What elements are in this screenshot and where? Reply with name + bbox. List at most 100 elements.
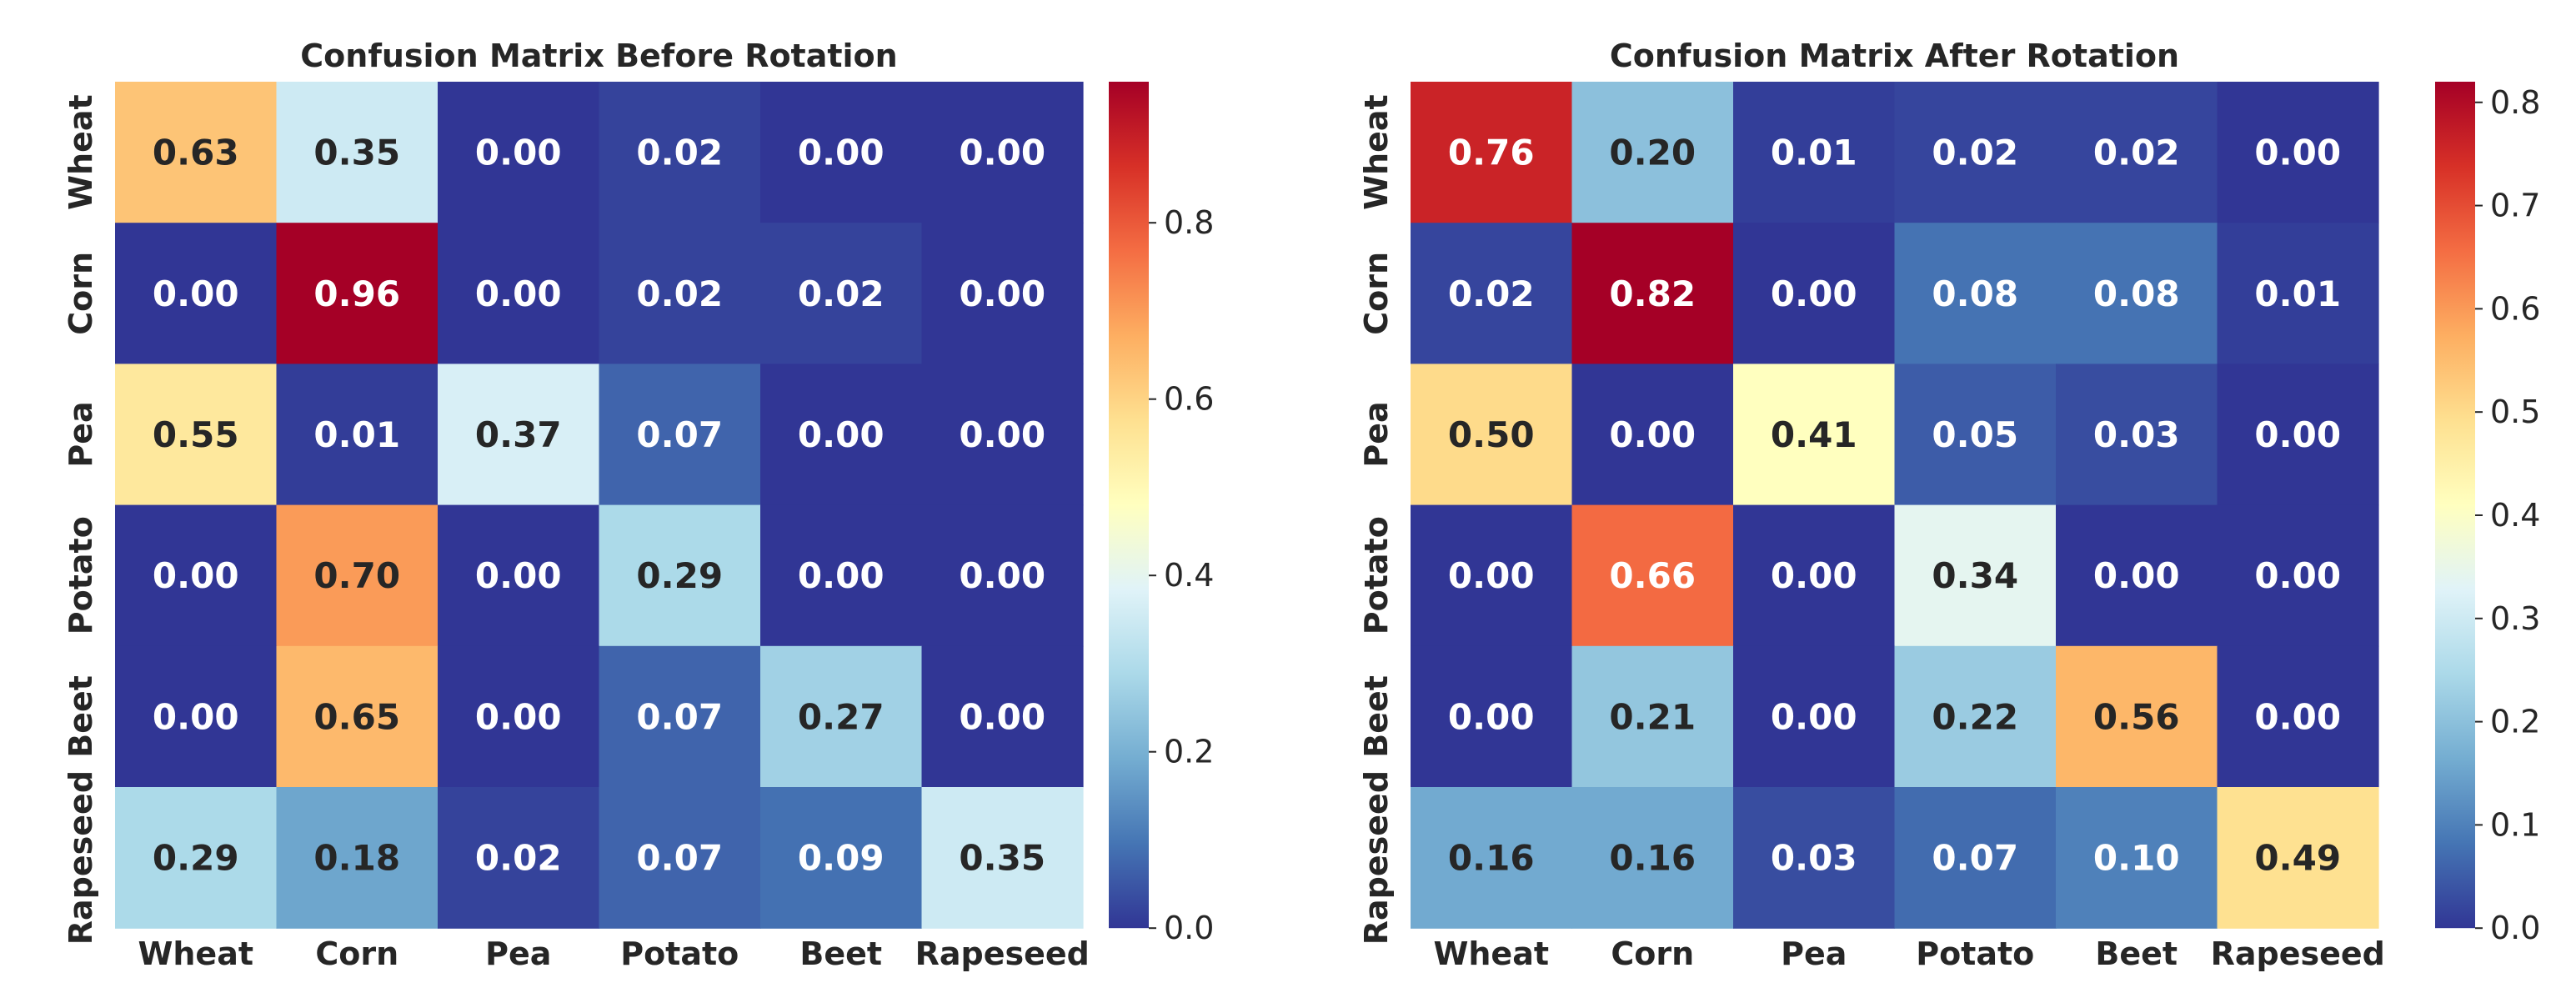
cell-value-label: 0.27 — [798, 696, 885, 737]
row-label: Pea — [63, 401, 99, 467]
heatmap-cell — [599, 787, 761, 929]
cell-value-label: 0.03 — [1771, 838, 1857, 879]
heatmap-cell — [2056, 364, 2218, 506]
cell-value-label: 0.16 — [1609, 838, 1696, 879]
column-label: Corn — [1611, 935, 1694, 972]
row-label: Rapeseed — [1358, 770, 1395, 945]
cell-value-label: 0.35 — [959, 838, 1045, 879]
colorbar-tick-label: 0.8 — [1164, 204, 1214, 241]
heatmap-cell — [276, 364, 439, 506]
cell-value-label: 0.00 — [475, 133, 562, 173]
heatmap-cell — [1894, 645, 2057, 788]
cell-value-label: 0.00 — [2254, 133, 2341, 173]
heatmap-cell — [1571, 82, 1734, 223]
colorbar-tick-label: 0.6 — [2490, 290, 2540, 327]
cell-value-label: 0.00 — [2254, 555, 2341, 596]
heatmap-cell — [276, 223, 439, 364]
heatmap-cell — [2217, 82, 2379, 223]
heatmap-cell — [115, 223, 278, 364]
cell-value-label: 0.00 — [959, 414, 1045, 455]
cell-value-label: 0.07 — [1932, 838, 2018, 879]
cell-value-label: 0.00 — [475, 555, 562, 596]
heatmap-cell — [2217, 787, 2379, 929]
heatmap-cell — [921, 223, 1084, 364]
heatmap-cell — [1571, 364, 1734, 506]
cell-value-label: 0.76 — [1448, 133, 1535, 173]
heatmap-cell — [2217, 504, 2379, 647]
cell-value-label: 0.34 — [1932, 555, 2018, 596]
heatmap-cell — [438, 504, 600, 647]
heatmap-cell — [1411, 787, 1573, 929]
heatmap-cell — [1894, 82, 2057, 223]
colorbar-tick-label: 0.2 — [2490, 704, 2540, 740]
cell-value-label: 0.29 — [636, 555, 723, 596]
cell-value-label: 0.00 — [798, 133, 885, 173]
heatmap-cell — [1733, 364, 1896, 506]
cell-value-label: 0.21 — [1609, 696, 1696, 737]
heatmap-cell — [115, 645, 278, 788]
heatmap-cell — [1733, 645, 1896, 788]
cell-value-label: 0.00 — [959, 273, 1045, 314]
colorbar-tick-label: 0.6 — [1164, 381, 1214, 418]
heatmap-cell — [115, 504, 278, 647]
cell-value-label: 0.55 — [153, 414, 239, 455]
heatmap-cell — [438, 787, 600, 929]
heatmap-cell — [115, 787, 278, 929]
colorbar — [1109, 82, 1149, 929]
cell-value-label: 0.00 — [475, 696, 562, 737]
colorbar-tick-label: 0.8 — [2490, 84, 2540, 121]
cell-value-label: 0.02 — [798, 273, 885, 314]
colorbar-tick-label: 0.0 — [1164, 910, 1214, 946]
heatmap-cell — [599, 364, 761, 506]
cell-value-label: 0.96 — [313, 273, 400, 314]
cell-value-label: 0.03 — [2093, 414, 2180, 455]
cell-value-label: 0.00 — [153, 555, 239, 596]
heatmap-cell — [760, 504, 923, 647]
cell-value-label: 0.02 — [636, 133, 723, 173]
heatmap-cell — [1411, 82, 1573, 223]
row-label: Beet — [63, 675, 99, 758]
colorbar-tick-label: 0.2 — [1164, 734, 1214, 770]
heatmap-cell — [760, 645, 923, 788]
cell-value-label: 0.02 — [475, 838, 562, 879]
row-label: Wheat — [1358, 94, 1395, 210]
heatmap-cell — [438, 364, 600, 506]
cell-value-label: 0.66 — [1609, 555, 1696, 596]
row-label: Corn — [63, 252, 99, 335]
column-label: Corn — [315, 935, 398, 972]
heatmap-cell — [921, 504, 1084, 647]
heatmap-cell — [276, 787, 439, 929]
column-label: Rapeseed — [2211, 935, 2385, 972]
cell-value-label: 0.63 — [153, 133, 239, 173]
cell-value-label: 0.65 — [313, 696, 400, 737]
heatmap-cell — [1411, 504, 1573, 647]
row-label: Corn — [1358, 252, 1395, 335]
heatmap-cell — [2217, 364, 2379, 506]
heatmap-cell — [1733, 787, 1896, 929]
heatmap-cell — [1894, 364, 2057, 506]
cell-value-label: 0.01 — [2254, 273, 2341, 314]
cell-value-label: 0.08 — [2093, 273, 2180, 314]
row-label: Pea — [1358, 401, 1395, 467]
heatmap-cell — [760, 223, 923, 364]
heatmap-cell — [599, 223, 761, 364]
heatmap-cell — [599, 645, 761, 788]
row-label: Potato — [1358, 516, 1395, 634]
heatmap-cell — [2056, 787, 2218, 929]
column-label: Rapeseed — [915, 935, 1090, 972]
cell-value-label: 0.00 — [798, 414, 885, 455]
heatmap-cell — [760, 364, 923, 506]
cell-value-label: 0.41 — [1771, 414, 1857, 455]
heatmap-cell — [2056, 223, 2218, 364]
cell-value-label: 0.20 — [1609, 133, 1696, 173]
colorbar-tick-label: 0.5 — [2490, 394, 2540, 430]
heatmap-cell — [921, 645, 1084, 788]
heatmap-cell — [760, 787, 923, 929]
row-label: Beet — [1358, 675, 1395, 758]
heatmap-cell — [115, 364, 278, 506]
cell-value-label: 0.00 — [1609, 414, 1696, 455]
cell-value-label: 0.29 — [153, 838, 239, 879]
cell-value-label: 0.00 — [1448, 555, 1535, 596]
